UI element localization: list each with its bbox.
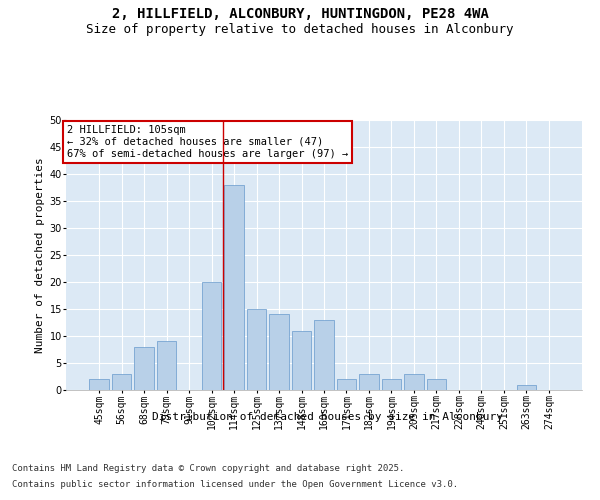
Y-axis label: Number of detached properties: Number of detached properties: [35, 157, 45, 353]
Text: Contains public sector information licensed under the Open Government Licence v3: Contains public sector information licen…: [12, 480, 458, 489]
Text: 2, HILLFIELD, ALCONBURY, HUNTINGDON, PE28 4WA: 2, HILLFIELD, ALCONBURY, HUNTINGDON, PE2…: [112, 8, 488, 22]
Text: Distribution of detached houses by size in Alconbury: Distribution of detached houses by size …: [151, 412, 503, 422]
Bar: [337, 379, 356, 390]
Bar: [224, 185, 244, 390]
Bar: [202, 282, 221, 390]
Bar: [382, 379, 401, 390]
Text: 2 HILLFIELD: 105sqm
← 32% of detached houses are smaller (47)
67% of semi-detach: 2 HILLFIELD: 105sqm ← 32% of detached ho…: [67, 126, 348, 158]
Text: Contains HM Land Registry data © Crown copyright and database right 2025.: Contains HM Land Registry data © Crown c…: [12, 464, 404, 473]
Bar: [112, 374, 131, 390]
Bar: [427, 379, 446, 390]
Bar: [359, 374, 379, 390]
Bar: [134, 347, 154, 390]
Bar: [269, 314, 289, 390]
Text: Size of property relative to detached houses in Alconbury: Size of property relative to detached ho…: [86, 22, 514, 36]
Bar: [247, 309, 266, 390]
Bar: [314, 320, 334, 390]
Bar: [157, 342, 176, 390]
Bar: [89, 379, 109, 390]
Bar: [404, 374, 424, 390]
Bar: [517, 384, 536, 390]
Bar: [292, 330, 311, 390]
